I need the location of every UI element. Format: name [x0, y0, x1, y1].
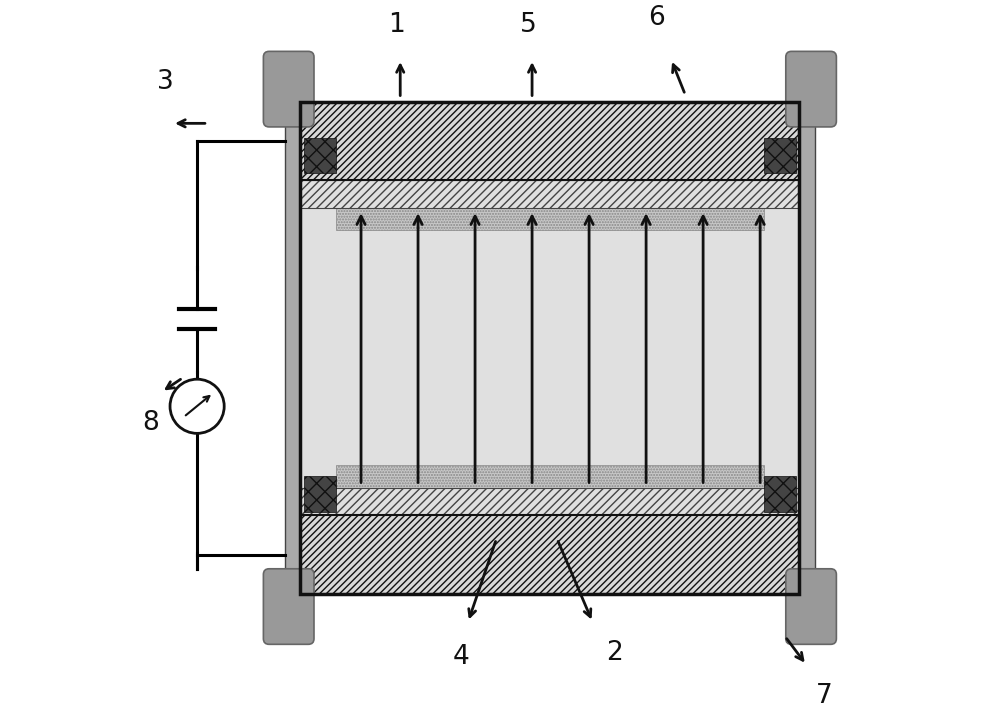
Bar — [300, 102, 799, 593]
Bar — [764, 138, 796, 173]
Text: 7: 7 — [816, 683, 833, 709]
Text: 8: 8 — [142, 410, 159, 436]
Text: 2: 2 — [606, 640, 622, 666]
Text: 6: 6 — [648, 5, 665, 31]
Bar — [764, 477, 796, 512]
Bar — [300, 516, 799, 593]
Bar — [285, 102, 300, 593]
Bar — [336, 180, 764, 230]
FancyBboxPatch shape — [263, 51, 314, 127]
Bar — [304, 477, 336, 512]
Circle shape — [170, 379, 224, 433]
Bar — [300, 180, 799, 208]
Bar — [300, 180, 799, 516]
Bar — [799, 102, 815, 593]
FancyBboxPatch shape — [786, 569, 836, 644]
Text: 4: 4 — [452, 643, 469, 669]
Bar — [304, 138, 336, 173]
Text: 3: 3 — [157, 69, 173, 95]
Text: 5: 5 — [520, 12, 537, 38]
FancyBboxPatch shape — [786, 51, 836, 127]
Bar — [336, 466, 764, 516]
Text: 1: 1 — [388, 12, 405, 38]
FancyBboxPatch shape — [263, 569, 314, 644]
Bar — [300, 488, 799, 516]
Bar — [300, 102, 799, 180]
